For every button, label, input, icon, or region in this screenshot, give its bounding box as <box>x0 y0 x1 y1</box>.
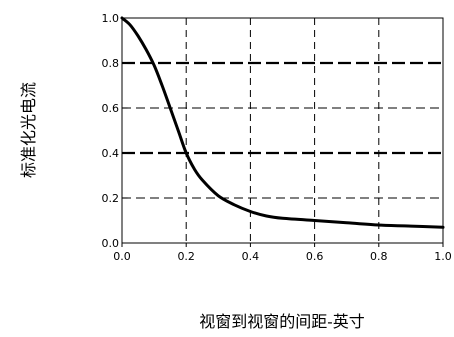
y-tick-label: 0.6 <box>102 102 120 115</box>
y-tick-label: 0.4 <box>102 147 120 160</box>
x-axis-label: 视窗到视窗的间距-英寸 <box>199 312 364 331</box>
x-tick-label: 0.2 <box>177 250 195 263</box>
grid-lines <box>122 18 443 243</box>
x-tick-label: 0.0 <box>113 250 131 263</box>
series-line <box>120 16 445 229</box>
y-axis-label: 标准化光电流 <box>19 82 38 178</box>
y-tick-label: 0.0 <box>102 237 120 250</box>
x-tick-label: 0.4 <box>242 250 260 263</box>
axis-ticks: 0.0 0.2 0.4 0.6 0.8 1.0 0.0 0.2 0.4 0.6 0.8 1.0 <box>102 12 452 263</box>
series-layer <box>120 16 445 229</box>
x-tick-label: 0.8 <box>370 250 388 263</box>
x-tick-label: 0.6 <box>306 250 324 263</box>
y-tick-label: 1.0 <box>102 12 120 25</box>
plot-frame <box>121 17 444 244</box>
y-tick-label: 0.2 <box>102 192 120 205</box>
x-tick-label: 1.0 <box>434 250 452 263</box>
y-tick-label: 0.8 <box>102 57 120 70</box>
